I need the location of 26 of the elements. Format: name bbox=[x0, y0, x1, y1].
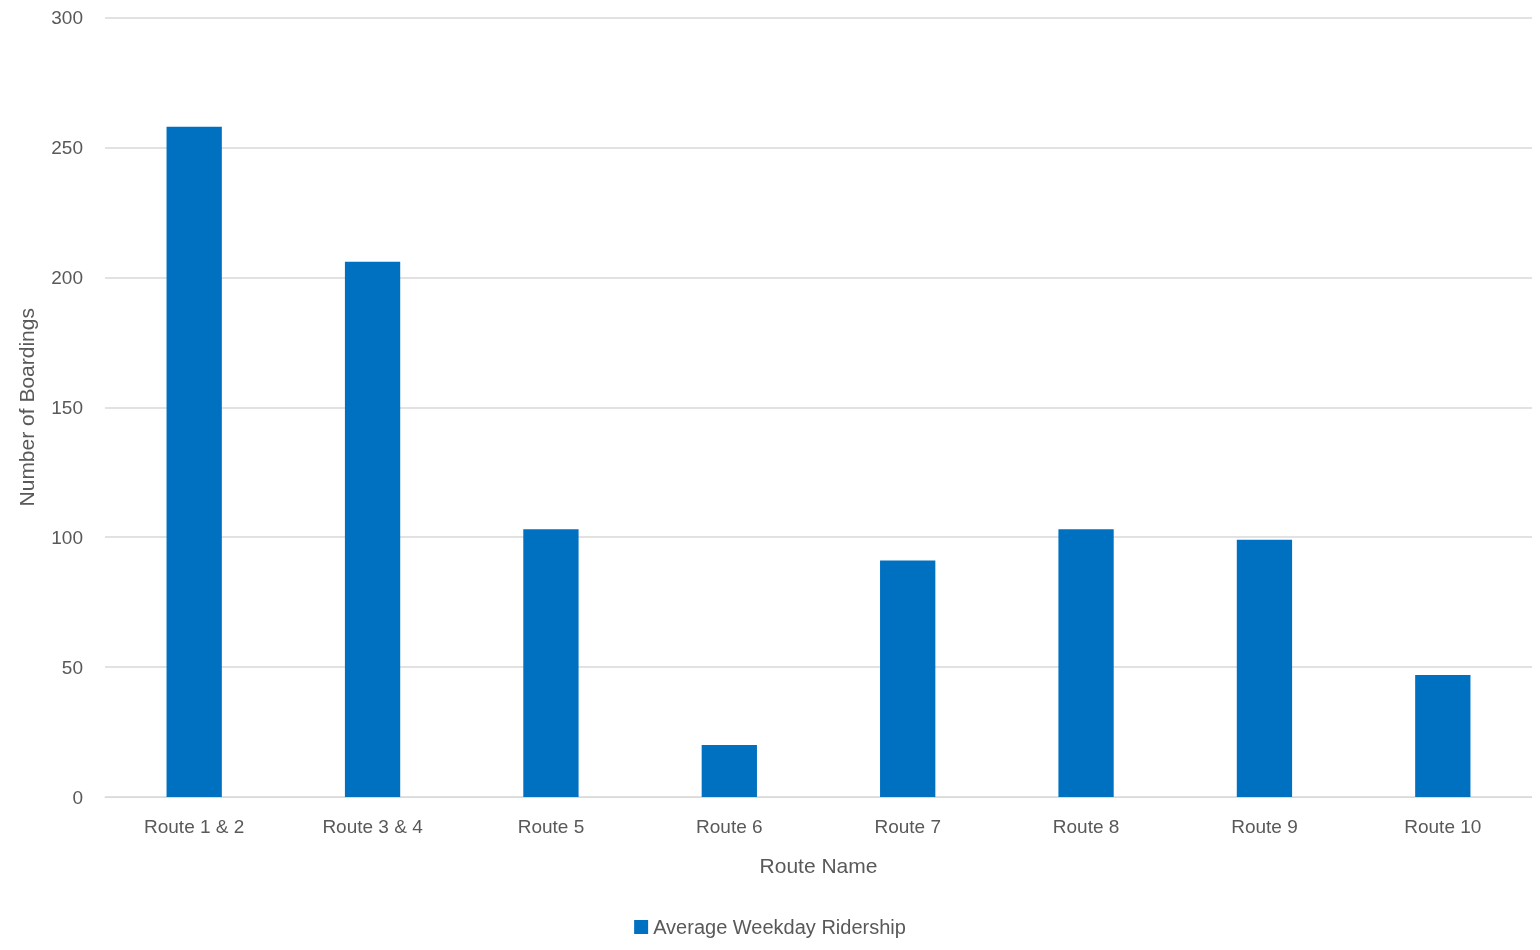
bar bbox=[701, 745, 757, 797]
bar bbox=[1236, 539, 1293, 797]
x-tick-label: Route 8 bbox=[1052, 816, 1120, 837]
x-tick-label: Route 7 bbox=[874, 816, 941, 837]
x-tick-label: Route 3 & 4 bbox=[322, 816, 424, 837]
y-tick-label: 100 bbox=[51, 526, 83, 548]
x-tick-label: Route 6 bbox=[696, 816, 763, 837]
y-axis-title: Number of Boardings bbox=[15, 308, 38, 507]
y-tick-label: 150 bbox=[51, 396, 83, 418]
bar bbox=[1058, 529, 1114, 797]
bar bbox=[166, 126, 222, 797]
x-tick-label: Route 10 bbox=[1404, 816, 1482, 837]
y-tick-label: 50 bbox=[61, 656, 83, 678]
bar bbox=[880, 560, 936, 797]
bar bbox=[523, 529, 579, 797]
y-tick-label: 250 bbox=[51, 136, 83, 158]
x-axis-title: Route Name bbox=[759, 854, 878, 877]
y-tick-label: 0 bbox=[72, 786, 83, 808]
x-tick-label: Route 5 bbox=[517, 816, 585, 837]
bar bbox=[344, 261, 401, 797]
y-tick-label: 200 bbox=[51, 266, 83, 288]
legend-label: Average Weekday Ridership bbox=[653, 916, 906, 938]
x-tick-label: Route 9 bbox=[1231, 816, 1298, 837]
x-tick-label: Route 1 & 2 bbox=[144, 816, 245, 837]
bar bbox=[1415, 674, 1471, 797]
y-tick-label: 300 bbox=[51, 7, 83, 28]
